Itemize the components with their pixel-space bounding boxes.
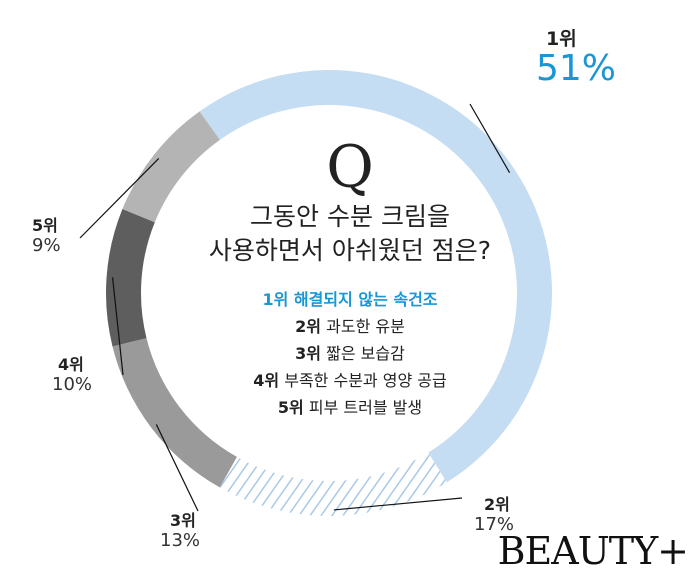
donut-slice-5 <box>122 111 220 223</box>
option-1-rank: 1위 <box>262 290 289 309</box>
leader-line-4 <box>111 277 124 376</box>
question-line-1: 그동안 수분 크림을 <box>250 202 450 231</box>
donut-slice-1 <box>199 70 552 483</box>
donut-slice-2 <box>219 452 447 516</box>
donut-slice-4 <box>106 209 155 347</box>
slice-label-2-rank: 2위 <box>484 495 510 514</box>
option-3: 3위 짧은 보습감 <box>150 340 550 367</box>
option-4-rank: 4위 <box>253 371 280 390</box>
option-1: 1위 해결되지 않는 속건조 <box>150 286 550 313</box>
slice-label-1-percent: 51% <box>536 48 617 89</box>
slice-label-5-percent: 9% <box>32 235 61 256</box>
question-text: 그동안 수분 크림을 사용하면서 아쉬웠던 점은? <box>150 200 550 268</box>
slice-label-2: 2위 17% <box>474 497 514 534</box>
slice-label-1-rank: 1위 <box>546 28 577 50</box>
question-mark-q: Q <box>326 133 374 201</box>
brand-logo: BEAUTY+ <box>497 529 689 573</box>
option-3-rank: 3위 <box>295 344 322 363</box>
options-list: 1위 해결되지 않는 속건조 2위 과도한 유분 3위 짧은 보습감 4위 부족… <box>150 286 550 421</box>
leader-line-3 <box>155 424 199 512</box>
option-4-text: 부족한 수분과 영양 공급 <box>284 371 447 390</box>
leader-line-1 <box>469 103 511 173</box>
slice-label-2-percent: 17% <box>474 514 515 535</box>
slice-label-3-percent: 13% <box>160 530 201 551</box>
slice-label-3-rank: 3위 <box>170 511 196 530</box>
option-2-text: 과도한 유분 <box>326 317 405 336</box>
option-3-text: 짧은 보습감 <box>326 344 405 363</box>
slice-label-5: 5위 9% <box>32 218 61 255</box>
leader-line-2 <box>333 497 463 511</box>
option-2: 2위 과도한 유분 <box>150 313 550 340</box>
slice-label-4-percent: 10% <box>52 374 93 395</box>
question-line-2: 사용하면서 아쉬웠던 점은? <box>208 236 492 265</box>
slice-label-4: 4위 10% <box>52 357 92 394</box>
option-1-text: 해결되지 않는 속건조 <box>293 290 438 309</box>
leader-line-5 <box>79 158 160 239</box>
option-4: 4위 부족한 수분과 영양 공급 <box>150 367 550 394</box>
option-5: 5위 피부 트러블 발생 <box>150 394 550 421</box>
option-5-text: 피부 트러블 발생 <box>308 398 423 417</box>
slice-label-5-rank: 5위 <box>32 216 58 235</box>
slice-label-1: 1위 51% <box>536 30 616 87</box>
option-5-rank: 5위 <box>277 398 304 417</box>
slice-label-3: 3위 13% <box>160 513 200 550</box>
option-2-rank: 2위 <box>295 317 322 336</box>
donut-slice-3 <box>112 338 237 488</box>
slice-label-4-rank: 4위 <box>58 355 84 374</box>
